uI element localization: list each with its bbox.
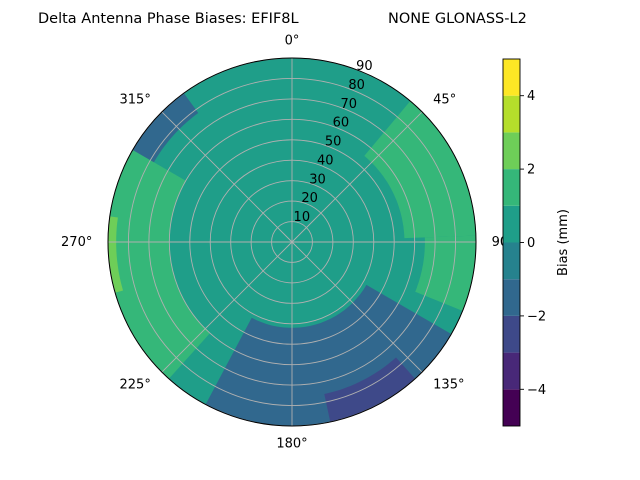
colorbar-tick-label: −2 [527,309,546,324]
radial-tick-label: 70 [340,97,357,112]
angle-tick-label: 45° [433,92,456,107]
angle-tick-label: 270° [61,235,92,250]
colorbar-swatch [503,352,520,390]
polar-frame [107,57,477,427]
colorbar-tick-label: 2 [527,163,535,178]
angle-tick-label: 135° [433,378,464,393]
bias-region-west-high [108,216,123,293]
bias-region-east-upper [364,101,476,239]
angular-gridline [291,241,423,373]
radial-tick-label: 80 [348,78,365,93]
angle-tick-label: 225° [120,378,151,393]
colorbar-label: Bias (mm) [556,209,571,276]
colorbar-swatch [503,389,520,426]
colorbar-swatch [503,279,520,316]
colorbar-tick-label: 4 [527,89,535,104]
bias-contour-regions [108,93,476,426]
chart-title: Delta Antenna Phase Biases: EFIF8L [38,11,299,27]
colorbar-swatch [503,205,520,243]
colorbar-swatch [503,315,520,353]
colorbar-swatch [503,169,520,206]
colorbar-tick-label: −4 [527,383,546,398]
angular-gridline [291,111,423,243]
angle-tick-label: 315° [120,92,151,107]
angle-tick-label: 0° [285,33,300,48]
radial-tick-labels: 10 20 30 40 50 60 70 80 90 [294,59,373,225]
colorbar-tick-label: 0 [527,236,535,251]
radial-tick-label: 20 [301,191,318,206]
angle-tick-label: 180° [276,437,307,452]
polar-grid [107,57,477,427]
bias-region-northwest [126,93,199,173]
radial-tick-label: 10 [294,210,311,225]
radial-tick-label: 30 [309,172,326,187]
radial-tick-label: 50 [325,135,342,150]
angular-gridline [161,241,293,373]
bias-region-east-lower [415,235,476,311]
colorbar-swatch [503,132,520,170]
radial-tick-label: 40 [317,153,334,168]
colorbar: 4 2 0 −2 −4 Bias (mm) [502,58,571,427]
colorbar-swatch [503,59,520,96]
radial-tick-label: 60 [333,116,350,131]
chart-subtitle: NONE GLONASS-L2 [388,11,527,27]
colorbar-swatch [503,242,520,280]
radial-tick-label: 90 [356,59,373,74]
bias-region-west [108,150,210,379]
bias-region-southeast [324,357,416,422]
angular-gridline [161,111,293,243]
colorbar-swatch [503,95,520,133]
